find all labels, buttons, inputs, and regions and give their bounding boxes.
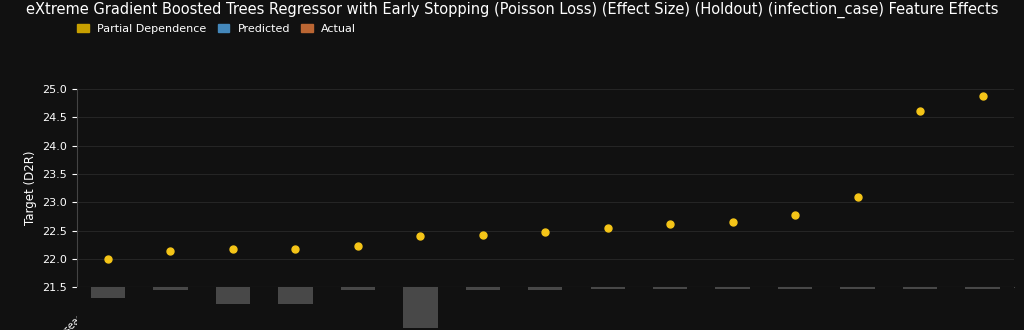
Point [600,225,616,230]
Bar [966,287,999,289]
Text: eXtreme Gradient Boosted Trees Regressor with Early Stopping (Poisson Loss) (Eff: eXtreme Gradient Boosted Trees Regressor… [26,2,998,18]
Bar [154,287,187,290]
Point [287,246,303,251]
Point [162,249,178,254]
Bar [841,287,874,289]
Y-axis label: Target (D2R): Target (D2R) [24,151,37,225]
Bar [778,287,812,289]
Point [224,246,242,251]
Bar [653,287,687,289]
Bar [528,287,562,290]
Bar [716,287,750,289]
Legend: Partial Dependence, Predicted, Actual: Partial Dependence, Predicted, Actual [73,19,360,38]
Bar [216,287,250,304]
Point [474,232,492,238]
Bar [341,287,375,290]
Point [975,93,991,99]
Point [537,230,553,235]
Point [100,256,116,261]
Bar [466,287,500,290]
Point [349,244,367,249]
Point [662,221,678,226]
Point [412,234,428,239]
Bar [591,287,625,289]
Bar [91,287,125,298]
Bar [403,287,437,328]
Point [911,108,928,113]
Bar [903,287,937,289]
Bar [279,287,312,304]
Point [725,219,741,225]
Point [787,213,804,218]
Point [850,194,866,199]
